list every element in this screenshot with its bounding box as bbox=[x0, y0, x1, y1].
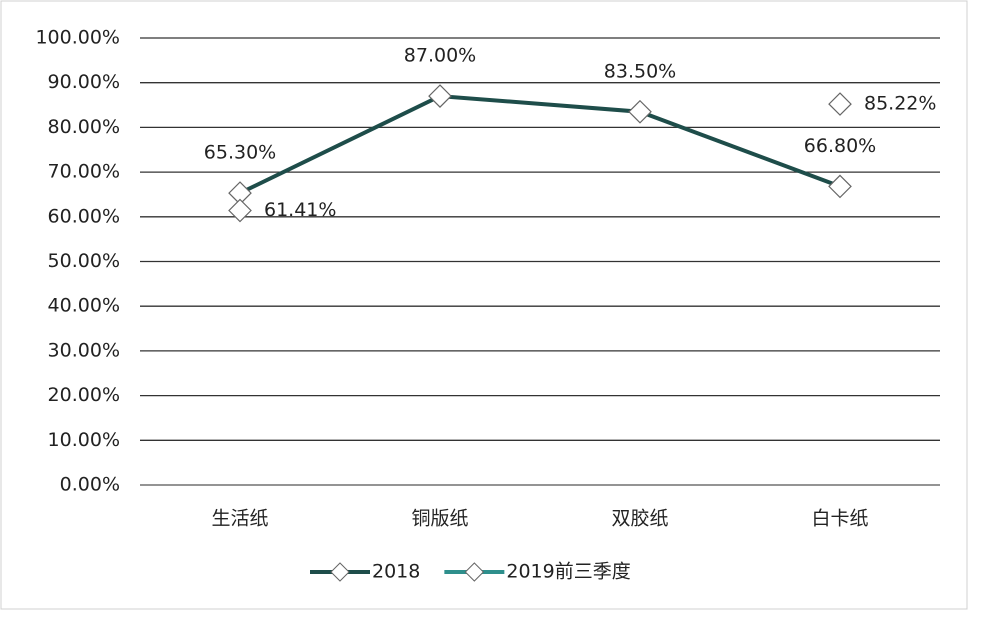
legend-marker bbox=[464, 562, 485, 582]
chart-frame bbox=[0, 0, 968, 610]
y-tick-label: 50.00% bbox=[48, 250, 120, 272]
data-label: 85.22% bbox=[864, 93, 936, 115]
y-tick-label: 100.00% bbox=[35, 27, 120, 49]
x-tick-label: 生活纸 bbox=[211, 508, 268, 530]
y-tick-label: 0.00% bbox=[60, 474, 120, 496]
data-label: 66.80% bbox=[804, 135, 876, 157]
data-label: 83.50% bbox=[604, 60, 676, 82]
x-tick-label: 铜版纸 bbox=[411, 508, 468, 530]
y-tick-label: 70.00% bbox=[48, 161, 120, 183]
series-line bbox=[239, 94, 841, 195]
legend-marker bbox=[330, 562, 350, 582]
y-tick-label: 20.00% bbox=[48, 384, 120, 406]
data-label: 65.30% bbox=[204, 142, 276, 164]
data-label: 61.41% bbox=[264, 199, 336, 221]
y-tick-label: 60.00% bbox=[48, 205, 120, 227]
x-tick-label: 白卡纸 bbox=[811, 508, 868, 530]
marker bbox=[628, 99, 652, 124]
legend-label: 2018 bbox=[372, 561, 420, 583]
marker bbox=[428, 84, 452, 108]
marker bbox=[228, 198, 252, 223]
y-tick-label: 40.00% bbox=[48, 295, 120, 317]
y-tick-label: 90.00% bbox=[48, 71, 120, 93]
marker bbox=[828, 92, 852, 116]
y-tick-label: 80.00% bbox=[48, 116, 120, 138]
y-tick-label: 10.00% bbox=[48, 429, 120, 451]
legend-label: 2019前三季度 bbox=[506, 561, 630, 583]
marker bbox=[828, 174, 852, 199]
data-label: 87.00% bbox=[404, 45, 476, 67]
y-tick-label: 30.00% bbox=[48, 339, 120, 361]
x-tick-label: 双胶纸 bbox=[611, 508, 668, 530]
